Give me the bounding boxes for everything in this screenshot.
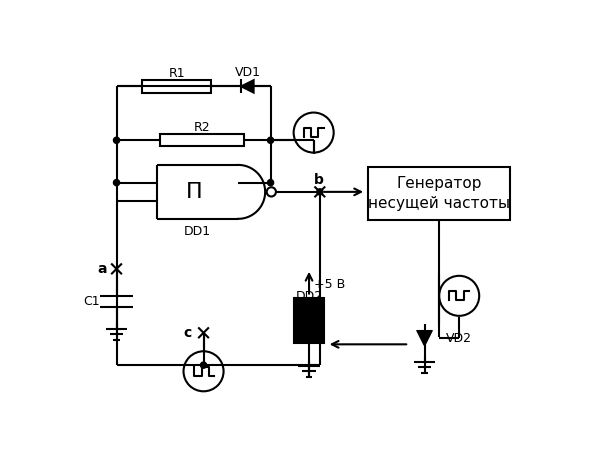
Text: $\mathbf{a}$: $\mathbf{a}$: [97, 262, 108, 276]
Text: VD2: VD2: [446, 332, 472, 345]
Bar: [142, 80, 211, 92]
Circle shape: [200, 362, 206, 368]
Text: R1: R1: [168, 67, 185, 80]
Bar: [368, 167, 510, 219]
Circle shape: [317, 189, 323, 195]
Text: +5 В: +5 В: [314, 278, 345, 291]
Circle shape: [113, 137, 119, 143]
Text: $\mathit{\Pi}$: $\mathit{\Pi}$: [185, 182, 202, 202]
Polygon shape: [241, 80, 254, 92]
Text: C1: C1: [83, 295, 100, 308]
Text: $\mathbf{b}$: $\mathbf{b}$: [313, 172, 324, 187]
Text: DD2: DD2: [295, 290, 323, 303]
Bar: [295, 298, 323, 343]
Text: $\mathbf{c}$: $\mathbf{c}$: [184, 326, 193, 340]
Circle shape: [268, 179, 274, 186]
Text: R2: R2: [194, 121, 211, 134]
Text: DD1: DD1: [184, 225, 211, 238]
Bar: [160, 134, 244, 147]
Text: Генератор
несущей частоты: Генератор несущей частоты: [368, 176, 510, 211]
Polygon shape: [418, 331, 431, 345]
Circle shape: [113, 179, 119, 186]
Circle shape: [268, 137, 274, 143]
Text: VD1: VD1: [235, 66, 260, 79]
